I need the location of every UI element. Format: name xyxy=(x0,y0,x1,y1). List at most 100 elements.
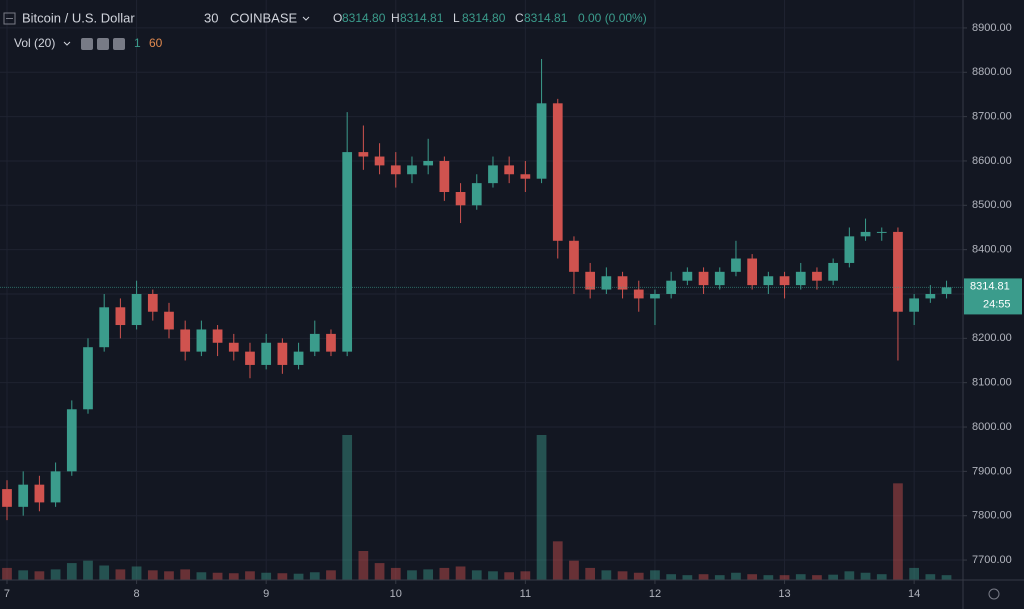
candle-body xyxy=(812,271,822,281)
exchange[interactable]: COINBASE xyxy=(230,10,298,25)
candle-body xyxy=(164,311,174,330)
candle-body xyxy=(682,271,693,281)
volume-bar xyxy=(407,570,417,580)
candle-body xyxy=(520,174,531,179)
candle-body xyxy=(115,307,126,326)
candle-body xyxy=(196,329,207,352)
candle-body xyxy=(731,258,741,272)
ohlc-value: 8314.81 xyxy=(400,11,444,25)
candle-body xyxy=(326,333,336,352)
volume-bar xyxy=(779,575,790,580)
volume-bar xyxy=(536,435,547,580)
volume-bar xyxy=(277,573,288,580)
volume-bar xyxy=(747,574,758,580)
volume-bar xyxy=(455,566,466,580)
candle-body xyxy=(844,236,855,263)
volume-bar xyxy=(50,569,61,580)
candle-body xyxy=(471,183,482,206)
candle-body xyxy=(180,329,191,352)
y-tick-label: 8900.00 xyxy=(972,22,1012,34)
volume-bar xyxy=(650,570,660,580)
volume-bar xyxy=(115,569,126,580)
volume-bar xyxy=(358,551,369,580)
volume-bar xyxy=(164,571,174,580)
symbol-title[interactable]: Bitcoin / U.S. Dollar xyxy=(22,10,135,25)
volume-bar xyxy=(633,572,644,580)
candle-body xyxy=(147,293,158,312)
chevron[interactable] xyxy=(63,41,71,46)
candle-body xyxy=(374,156,385,166)
chevron[interactable] xyxy=(302,16,310,21)
countdown-label: 24:55 xyxy=(983,298,1011,310)
volume-bar xyxy=(196,572,207,580)
y-tick-label: 8700.00 xyxy=(972,111,1012,123)
y-tick-label: 8800.00 xyxy=(972,66,1012,78)
x-tick-label: 7 xyxy=(4,588,10,600)
candle-body xyxy=(358,152,369,157)
settings-icon[interactable] xyxy=(97,38,109,50)
volume-bar xyxy=(293,573,304,580)
x-tick-label: 11 xyxy=(520,588,531,600)
volume-bar xyxy=(552,541,563,580)
candle-body xyxy=(390,165,401,175)
volume-bar xyxy=(731,572,741,580)
x-tick-label: 12 xyxy=(649,588,661,600)
ohlc-change: 0.00 (0.00%) xyxy=(578,11,647,25)
candle-body xyxy=(99,307,110,348)
volume-bar xyxy=(309,572,320,580)
volume-bar xyxy=(261,572,272,580)
volume-bar xyxy=(66,563,77,580)
x-tick-label: 13 xyxy=(778,588,790,600)
volume-bar xyxy=(569,560,579,580)
volume-bar xyxy=(860,572,871,580)
ohlc-value: 8314.80 xyxy=(462,11,506,25)
candle-body xyxy=(423,160,434,166)
volume-bar xyxy=(180,569,191,580)
volume-bar xyxy=(2,567,12,580)
volume-bar xyxy=(909,567,920,580)
candle-body xyxy=(245,351,255,365)
remove-icon[interactable] xyxy=(113,38,125,50)
x-tick-label: 8 xyxy=(134,588,140,600)
volume-bar xyxy=(617,571,628,580)
candle-body xyxy=(212,329,223,343)
volume-bar xyxy=(18,570,29,580)
volume-bar xyxy=(131,566,142,580)
last-price-label: 8314.81 xyxy=(970,280,1010,292)
collapse-icon[interactable] xyxy=(3,12,16,25)
candle-body xyxy=(261,342,272,365)
candle-body xyxy=(34,484,45,503)
candle-body xyxy=(131,293,142,326)
candle-body xyxy=(569,240,579,272)
y-tick-label: 8500.00 xyxy=(972,199,1012,211)
volume-bar xyxy=(812,575,822,580)
y-tick-label: 8200.00 xyxy=(972,332,1012,344)
x-tick-label: 14 xyxy=(908,588,920,600)
axes: 7700.00 7800.00 7900.00 8000.00 8100.00 8200.… xyxy=(0,22,1022,600)
ohlc-key: H xyxy=(391,11,400,25)
candle-body xyxy=(876,231,887,233)
volume-bar xyxy=(941,575,952,580)
candle-body xyxy=(601,276,612,290)
volume-bar xyxy=(83,560,93,580)
volume-bar xyxy=(342,435,353,580)
ohlc-value: 8314.80 xyxy=(342,11,386,25)
volume-bar xyxy=(763,575,774,580)
y-tick-label: 7900.00 xyxy=(972,465,1012,477)
interval[interactable]: 30 xyxy=(204,10,218,25)
volume-bar xyxy=(844,571,855,580)
volume-bar xyxy=(893,483,903,580)
volume-bar xyxy=(520,571,531,580)
candle-body xyxy=(228,342,239,352)
settings-gear[interactable] xyxy=(988,588,1000,600)
volume-label[interactable]: Vol (20) xyxy=(14,36,55,50)
eye-icon[interactable] xyxy=(81,38,93,50)
candle-body xyxy=(860,231,871,237)
y-tick-label: 8100.00 xyxy=(972,377,1012,389)
candle-body xyxy=(536,103,547,179)
candle-body xyxy=(714,271,725,286)
candles xyxy=(2,58,952,521)
ohlc-legend: O 8314.80 H 8314.81 L 8314.80 C 8314.81 0.00 (0.… xyxy=(333,11,647,25)
